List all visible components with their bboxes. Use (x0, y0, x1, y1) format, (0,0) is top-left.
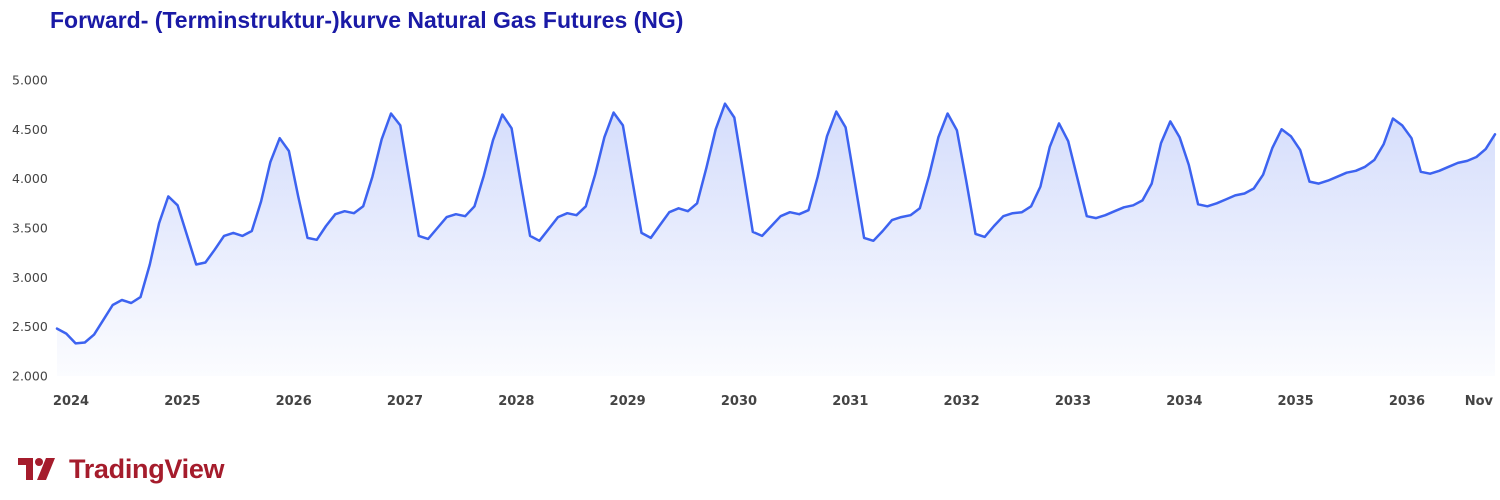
x-tick-label: 2029 (610, 394, 646, 409)
forward-curve-area (57, 103, 1495, 376)
y-tick-label: 3.500 (12, 221, 48, 236)
y-tick-label: 3.000 (12, 270, 48, 285)
chart-title: Forward- (Terminstruktur-)kurve Natural … (50, 7, 684, 33)
y-tick-label: 2.000 (12, 369, 48, 384)
x-tick-label: 2026 (276, 394, 312, 409)
x-tick-label: 2024 (53, 394, 89, 409)
y-tick-label: 5.000 (12, 73, 48, 88)
x-axis-ticks: 2024 2025 2026 2027 2028 2029 2030 2031 2032 2033… (53, 394, 1494, 409)
tradingview-logo-icon (18, 458, 55, 480)
x-tick-label: 2030 (721, 394, 757, 409)
x-tick-label: 2035 (1278, 394, 1314, 409)
x-tick-label: 2027 (387, 394, 423, 409)
x-tick-label: 2034 (1166, 394, 1202, 409)
y-tick-label: 4.500 (12, 122, 48, 137)
x-tick-label: 2036 (1389, 394, 1425, 409)
brand-name: TradingView (69, 453, 225, 484)
y-tick-label: 4.000 (12, 171, 48, 186)
forward-curve-line (55, 102, 1497, 345)
x-tick-label: 2025 (164, 394, 200, 409)
x-tick-label: 2028 (498, 394, 534, 409)
y-axis-ticks: 2.000 2.500 3.000 3.500 4.000 4.500 5.000 (12, 73, 48, 384)
tradingview-logo[interactable]: TradingView (18, 452, 225, 486)
x-tick-label: 2033 (1055, 394, 1091, 409)
x-tick-label: Nov (1465, 394, 1494, 409)
x-tick-label: 2031 (832, 394, 868, 409)
y-tick-label: 2.500 (12, 319, 48, 334)
x-tick-label: 2032 (944, 394, 980, 409)
